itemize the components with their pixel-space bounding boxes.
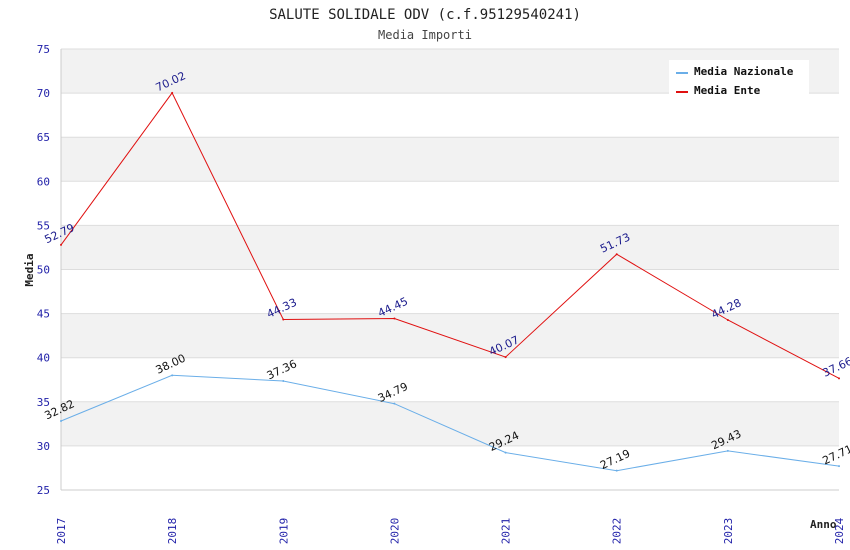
series-line-1 xyxy=(60,91,840,379)
data-point xyxy=(726,318,729,321)
y-tick-label: 40 xyxy=(37,352,50,365)
data-point xyxy=(504,356,507,359)
y-axis-ticks: 25 30 35 40 45 50 55 60 65 70 75 xyxy=(37,43,50,497)
y-tick-label: 45 xyxy=(37,308,50,321)
plot-band xyxy=(61,401,839,446)
legend-label-media-nazionale: Media Nazionale xyxy=(694,65,794,78)
data-point xyxy=(60,420,62,423)
data-point xyxy=(838,465,840,468)
data-point xyxy=(171,374,174,377)
plot-band xyxy=(61,445,839,490)
chart-title: SALUTE SOLIDALE ODV (c.f.95129540241) xyxy=(269,7,581,23)
y-tick-label: 75 xyxy=(37,43,50,56)
data-point xyxy=(171,91,174,94)
data-point xyxy=(615,469,618,472)
y-tick-label: 70 xyxy=(37,87,50,100)
data-point xyxy=(282,318,285,321)
chart-subtitle: Media Importi xyxy=(378,28,472,42)
x-tick-label: 2021 xyxy=(500,518,513,545)
plot-band xyxy=(61,357,839,402)
data-point xyxy=(282,379,285,382)
x-axis-ticks: 2017 2018 2019 2020 2021 2022 2023 2024 xyxy=(55,517,846,544)
x-tick-label: 2019 xyxy=(277,518,290,545)
x-tick-label: 2020 xyxy=(388,518,401,545)
y-tick-label: 25 xyxy=(37,484,50,497)
y-tick-label: 55 xyxy=(37,219,50,232)
x-axis-label: Anno xyxy=(810,518,837,531)
y-tick-label: 50 xyxy=(37,264,50,277)
data-point xyxy=(615,253,618,256)
plot-band xyxy=(61,93,839,138)
legend: Media Nazionale Media Ente xyxy=(669,60,809,98)
series-line-0 xyxy=(60,374,840,472)
data-point xyxy=(838,377,840,380)
y-tick-label: 65 xyxy=(37,131,50,144)
legend-box xyxy=(669,60,809,98)
plot-band xyxy=(61,181,839,226)
data-point xyxy=(60,243,62,246)
plot-band xyxy=(61,225,839,270)
data-point xyxy=(504,451,507,454)
y-tick-label: 35 xyxy=(37,396,50,409)
plot-band xyxy=(61,269,839,314)
data-point xyxy=(726,449,729,452)
x-tick-label: 2018 xyxy=(166,518,179,545)
plot-band xyxy=(61,313,839,358)
x-tick-label: 2023 xyxy=(722,518,735,545)
x-tick-label: 2024 xyxy=(833,517,846,544)
y-axis-label: Media xyxy=(23,253,36,286)
data-point xyxy=(393,317,396,320)
x-tick-label: 2017 xyxy=(55,518,68,545)
plot-background-bands xyxy=(60,48,839,491)
y-tick-label: 60 xyxy=(37,175,50,188)
y-tick-label: 30 xyxy=(37,440,50,453)
data-point xyxy=(393,402,396,405)
x-tick-label: 2022 xyxy=(611,518,624,545)
plot-band xyxy=(61,137,839,182)
legend-label-media-ente: Media Ente xyxy=(694,84,761,97)
